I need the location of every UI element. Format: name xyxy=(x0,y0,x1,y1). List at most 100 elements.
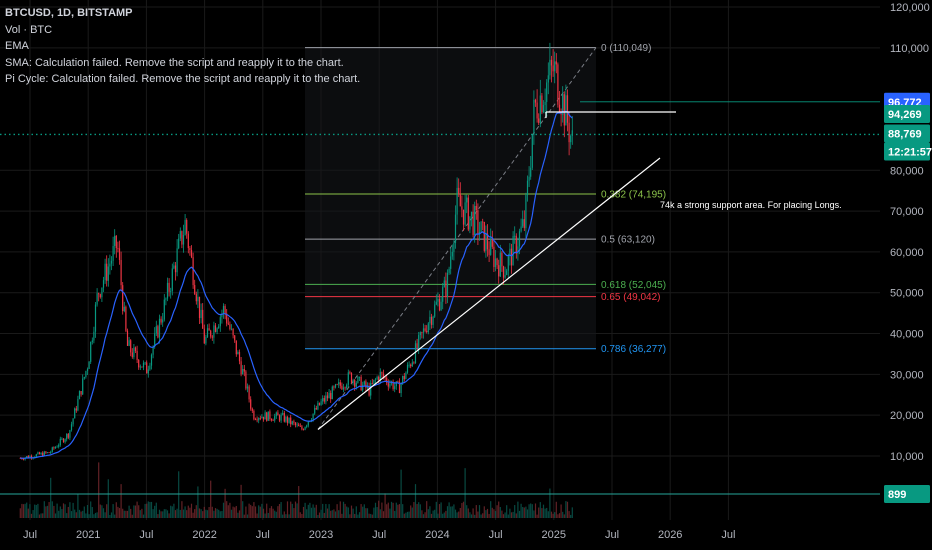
candle-body xyxy=(498,265,500,277)
fib-level-label[interactable]: 0.65 (49,042) xyxy=(601,292,661,303)
candle-body xyxy=(550,59,553,66)
symbol-label[interactable]: BTCUSD, 1D, BITSTAMP xyxy=(5,7,133,19)
volume-bar xyxy=(141,508,143,518)
candle-body xyxy=(515,235,517,254)
ema-indicator-label[interactable]: EMA xyxy=(5,40,29,52)
volume-bar xyxy=(475,505,477,518)
fib-level-label[interactable]: 0 (110,049) xyxy=(601,43,651,54)
price-tag-label[interactable]: 12:21:57 xyxy=(888,146,932,158)
volume-bar xyxy=(198,508,201,518)
price-tag-label[interactable]: 88,769 xyxy=(888,128,922,140)
fib-level-label[interactable]: 0.618 (52,045) xyxy=(601,280,666,291)
fib-level-label[interactable]: 0.5 (63,120) xyxy=(601,235,655,246)
candle-body xyxy=(387,382,389,387)
volume-bar xyxy=(74,509,76,518)
candle-body xyxy=(69,430,71,438)
candle-body xyxy=(370,383,372,396)
candle-body xyxy=(318,402,321,406)
volume-bar xyxy=(565,501,567,518)
volume-bar xyxy=(450,506,452,518)
volume-bar xyxy=(104,512,106,518)
candle-body xyxy=(408,364,410,366)
volume-bar xyxy=(342,501,345,518)
candle-body xyxy=(451,251,453,257)
support-annotation[interactable]: 74k a strong support area. For placing L… xyxy=(660,200,842,210)
fib-level-label[interactable]: 0.382 (74,195) xyxy=(601,189,666,200)
volume-bar xyxy=(422,514,425,518)
volume-bar xyxy=(34,504,36,518)
volume-bar xyxy=(438,504,441,518)
candle-body xyxy=(426,330,428,333)
volume-bar xyxy=(432,510,434,518)
candle-body xyxy=(202,309,204,329)
price-tick-label: 60,000 xyxy=(890,247,924,259)
volume-bar xyxy=(395,502,397,518)
volume-bar xyxy=(195,505,197,518)
candle-body xyxy=(67,433,69,438)
candle-body xyxy=(328,393,330,399)
volume-bar xyxy=(163,509,165,518)
volume-bar xyxy=(525,506,527,518)
fib-level-label[interactable]: 0.786 (36,277) xyxy=(601,344,666,355)
support-trendline[interactable] xyxy=(317,157,661,430)
candle-body xyxy=(422,328,425,333)
volume-bar xyxy=(170,505,172,518)
volume-bar xyxy=(341,513,343,518)
candle-body xyxy=(179,231,181,239)
volume-bar xyxy=(459,507,461,518)
volume-bar xyxy=(214,508,217,518)
volume-bar xyxy=(219,511,221,518)
candle-body xyxy=(123,306,125,312)
volume-bar xyxy=(386,504,388,518)
volume-indicator-label[interactable]: Vol · BTC xyxy=(5,23,53,36)
pi-cycle-indicator-label[interactable]: Pi Cycle: Calculation failed. Remove the… xyxy=(5,73,361,85)
candle-body xyxy=(358,376,361,378)
candle-body xyxy=(83,376,85,379)
volume-bar xyxy=(107,479,109,518)
volume-bar xyxy=(259,506,261,518)
volume-bar xyxy=(160,511,162,518)
candle-body xyxy=(88,361,90,370)
price-tag-label[interactable]: 94,269 xyxy=(888,109,922,121)
volume-bar xyxy=(406,511,409,518)
candle-body xyxy=(462,209,465,225)
time-tick-label: 2021 xyxy=(76,529,100,541)
volume-bar xyxy=(445,510,447,518)
volume-bar xyxy=(101,505,103,518)
candle-body xyxy=(434,304,436,317)
candle-body xyxy=(235,340,237,355)
volume-bar xyxy=(435,501,437,518)
volume-bar xyxy=(336,504,338,518)
candle-body xyxy=(531,134,533,168)
candle-body xyxy=(237,352,239,355)
candlesticks xyxy=(19,42,573,461)
trend-drawings xyxy=(0,101,880,430)
candle-body xyxy=(421,332,423,333)
candle-body xyxy=(352,380,354,383)
volume-bar xyxy=(322,503,324,518)
volume-bar xyxy=(440,502,442,518)
volume-bar xyxy=(114,514,116,518)
sma-indicator-label[interactable]: SMA: Calculation failed. Remove the scri… xyxy=(5,56,344,69)
volume-bar xyxy=(358,512,361,518)
volume-bar xyxy=(426,501,428,518)
volume-bar xyxy=(96,512,98,518)
volume-bar xyxy=(155,502,157,518)
candle-body xyxy=(261,416,263,419)
price-tick-label: 80,000 xyxy=(890,165,924,177)
volume-bar xyxy=(24,503,26,518)
volume-bar xyxy=(429,506,431,518)
price-tag-bg xyxy=(884,105,930,124)
price-axis: 10,000 20,000 30,000 40,000 50,000 60,000 70,0… xyxy=(890,2,930,463)
candle-body xyxy=(74,408,76,419)
volume-bar xyxy=(266,503,268,518)
candle-body xyxy=(522,219,524,227)
candle-body xyxy=(475,205,477,211)
volume-bar xyxy=(482,513,484,518)
candle-body xyxy=(472,211,474,236)
candle-body xyxy=(322,398,324,402)
price-tag-label[interactable]: 899 xyxy=(888,489,906,501)
candle-body xyxy=(526,180,529,196)
volume-bar xyxy=(478,505,481,518)
